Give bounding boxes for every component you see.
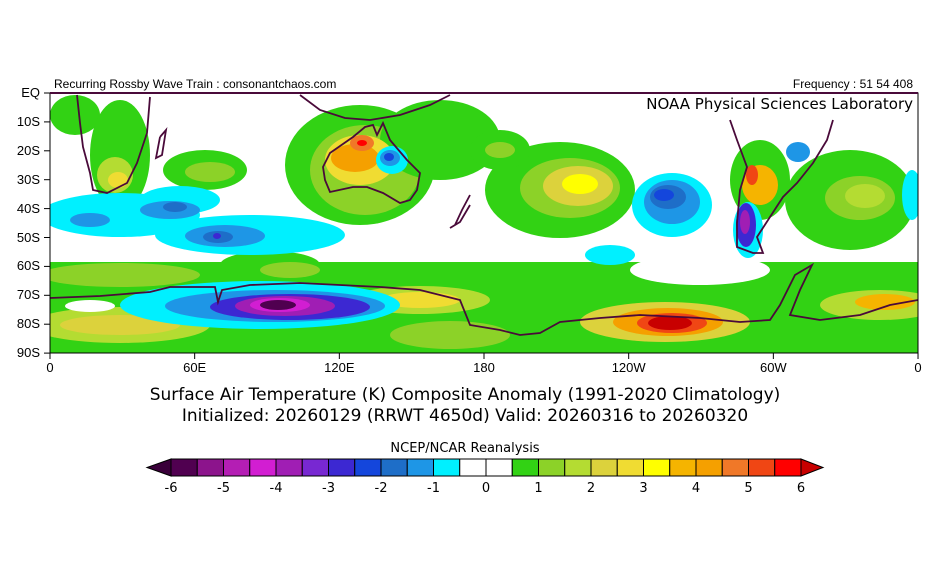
colorbar-box	[511, 458, 539, 477]
colorbar-box	[485, 458, 513, 477]
colorbar-box	[328, 458, 356, 477]
colorbar-box	[380, 458, 408, 477]
header-left: Recurring Rossby Wave Train : consonantc…	[54, 77, 337, 91]
coast-madagascar	[154, 126, 168, 160]
lab-label: NOAA Physical Sciences Laboratory	[646, 95, 913, 113]
colorbar-over-triangle	[800, 458, 825, 477]
colorbar-box	[196, 458, 224, 477]
colorbar-box	[616, 458, 644, 477]
colorbar-label: 4	[691, 481, 701, 496]
colorbar-label: 1	[534, 481, 543, 496]
colorbar-label: -5	[217, 481, 230, 496]
colorbar-label: -2	[374, 481, 388, 496]
colorbar-title: NCEP/NCAR Reanalysis	[390, 441, 540, 456]
colorbar-box	[406, 458, 434, 477]
colorbar-label: -4	[269, 481, 283, 496]
colorbar-label: 2	[586, 481, 596, 496]
colorbar-box	[590, 458, 618, 477]
coast-africa	[76, 94, 151, 194]
lon-label: 120E	[324, 360, 355, 375]
colorbar-label: 5	[744, 481, 753, 496]
colorbar-box	[223, 458, 251, 477]
lat-label: EQ	[21, 85, 40, 100]
colorbar-box	[669, 458, 697, 477]
colorbar-label: -3	[322, 481, 335, 496]
colorbar-under-triangle	[145, 458, 172, 477]
lat-label: 50S	[16, 229, 40, 245]
colorbar-box	[433, 458, 461, 477]
colorbar-box	[249, 458, 277, 477]
lon-label: 0	[46, 360, 54, 375]
colorbar-box	[643, 458, 671, 477]
lon-label: 180	[473, 360, 495, 375]
lat-label: 60S	[16, 258, 40, 274]
coastlines	[50, 94, 918, 336]
coast-south-america	[729, 119, 834, 254]
coast-australia	[322, 120, 421, 204]
lon-label: 120W	[611, 360, 646, 375]
lat-label: 80S	[16, 316, 40, 332]
title-line-1: Surface Air Temperature (K) Composite An…	[149, 385, 781, 405]
colorbar-box	[721, 458, 749, 477]
title-line-2: Initialized: 20260129 (RRWT 4650d) Valid…	[181, 406, 749, 426]
lat-label: 20S	[16, 142, 40, 158]
lon-label: 0	[914, 360, 922, 375]
colorbar-box	[748, 458, 776, 477]
colorbar-label: 6	[796, 481, 806, 496]
colorbar-box	[695, 458, 723, 477]
lat-label: 70S	[16, 287, 40, 303]
lat-label: 90S	[16, 345, 40, 361]
colorbar	[145, 458, 825, 477]
colorbar-box	[459, 458, 487, 477]
colorbar-label: 0	[481, 481, 491, 496]
coast-new-zealand	[449, 194, 471, 229]
colorbar-box	[301, 458, 329, 477]
axis-ticks	[44, 92, 919, 359]
colorbar-label: -1	[427, 481, 440, 496]
lon-label: 60E	[183, 360, 207, 375]
lat-label: 30S	[16, 171, 40, 187]
colorbar-box	[354, 458, 382, 477]
colorbar-box	[170, 458, 198, 477]
colorbar-label: 3	[639, 481, 648, 496]
anomaly-field	[50, 93, 918, 353]
coast-maritime	[299, 94, 451, 121]
lat-label: 40S	[16, 200, 40, 216]
colorbar-box	[538, 458, 566, 477]
coast-antarctica	[50, 262, 918, 336]
lat-label: 10S	[16, 113, 40, 129]
colorbar-box	[774, 458, 802, 477]
lab-label-bg	[620, 94, 917, 116]
header-right: Frequency : 51 54 408	[792, 77, 913, 91]
colorbar-box	[564, 458, 592, 477]
colorbar-label: -6	[164, 481, 178, 496]
lon-label: 60W	[759, 360, 787, 375]
colorbar-box	[275, 458, 303, 477]
